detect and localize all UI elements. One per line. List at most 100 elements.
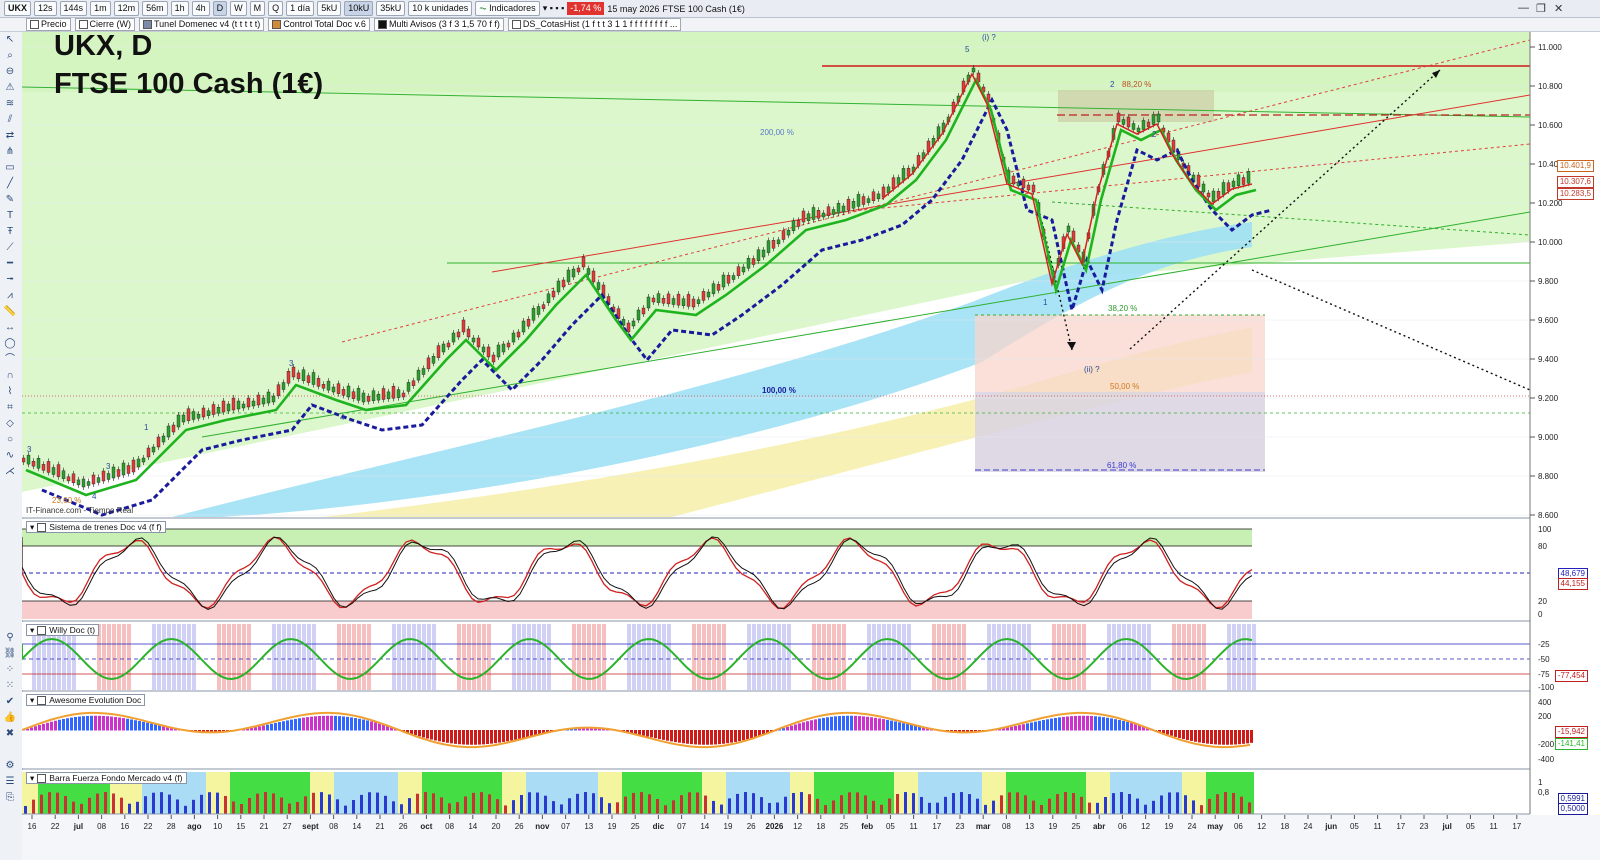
timeframe-1h[interactable]: 1h bbox=[170, 1, 189, 16]
awesome-bar bbox=[882, 719, 885, 731]
lock-icon[interactable]: ⚲ bbox=[6, 632, 14, 643]
trendline-icon[interactable]: ⟋ bbox=[6, 242, 14, 253]
barra-bg-block bbox=[1246, 772, 1254, 814]
dots-icon[interactable]: ⁘ bbox=[5, 664, 15, 675]
willy-bar bbox=[427, 624, 431, 690]
minimize-icon[interactable]: — bbox=[1518, 2, 1529, 14]
time-tick-label: dic bbox=[653, 822, 665, 831]
timeframe-q[interactable]: Q bbox=[268, 1, 284, 16]
barra-bg-block bbox=[118, 772, 126, 814]
chart-area[interactable]: (i) ? (ii) ? 200,00 % 100,00 % 88,20 % 3… bbox=[21, 30, 1600, 860]
ray-icon[interactable]: ╼ bbox=[6, 274, 14, 285]
gann-icon[interactable]: ⌗ bbox=[7, 402, 13, 413]
ruler-icon[interactable]: 📏 bbox=[3, 306, 17, 317]
chart-canvas[interactable]: (i) ? (ii) ? 200,00 % 100,00 % 88,20 % 3… bbox=[21, 32, 1600, 860]
timeframe-m[interactable]: M bbox=[249, 1, 266, 16]
indicator-tag-cotashist[interactable]: DS_CotasHist (1 f t t 3 1 1 f f f f f f … bbox=[507, 18, 682, 31]
panel-title-awesome[interactable]: ▾ Awesome Evolution Doc bbox=[26, 694, 146, 706]
indicators-button[interactable]: ⏦ Indicadores bbox=[475, 1, 540, 16]
zoom-out-icon[interactable]: ⊖ bbox=[5, 66, 15, 77]
barra-bg-block bbox=[126, 772, 134, 814]
panel-collapse-icon[interactable]: ▾ bbox=[30, 695, 35, 705]
check-icon[interactable]: ✔ bbox=[5, 696, 15, 707]
delete-icon[interactable]: ✖ bbox=[5, 728, 15, 739]
time-axis-bg[interactable] bbox=[22, 815, 1600, 860]
timeframe-12m[interactable]: 12m bbox=[113, 1, 140, 16]
more-icon[interactable]: ▾ ▪ ▪ ▪ bbox=[542, 3, 565, 13]
measure-icon[interactable]: ↔ bbox=[5, 322, 15, 333]
timeframe-w[interactable]: W bbox=[230, 1, 247, 16]
channel-icon[interactable]: ⫽ bbox=[7, 114, 13, 125]
candle-body bbox=[791, 220, 796, 231]
fan-icon[interactable]: ⋌ bbox=[5, 466, 15, 477]
panel-collapse-icon[interactable]: ▾ bbox=[30, 625, 35, 635]
candle-body bbox=[441, 343, 446, 353]
candle-body bbox=[671, 298, 676, 305]
parallel-icon[interactable]: ⩘ bbox=[7, 290, 13, 301]
text-icon[interactable]: T bbox=[6, 210, 14, 221]
awesome-bar bbox=[1058, 717, 1061, 731]
time-tick-label: 11 bbox=[1373, 822, 1382, 831]
barra-bar bbox=[560, 804, 563, 814]
close-icon[interactable]: ✕ bbox=[1554, 3, 1564, 15]
timeframe-d[interactable]: D bbox=[212, 1, 228, 16]
cycle-icon[interactable]: ⌒ bbox=[5, 354, 15, 365]
magnet-icon[interactable]: ∩ bbox=[6, 370, 14, 381]
rectangle-icon[interactable]: ▭ bbox=[5, 162, 15, 173]
willy-bar bbox=[1002, 624, 1006, 690]
indicator-tag-control-total[interactable]: Control Total Doc v.6 bbox=[268, 18, 370, 31]
awesome-bar bbox=[1034, 721, 1037, 731]
panel-title-willy[interactable]: ▾ Willy Doc (t) bbox=[26, 624, 100, 636]
grid-icon[interactable]: ⁙ bbox=[5, 680, 15, 691]
indicator-tag-precio[interactable]: Precio bbox=[26, 18, 71, 31]
brush-icon[interactable]: ⌇ bbox=[7, 386, 13, 397]
fib-100-label: 100,00 % bbox=[762, 386, 796, 395]
tick-mode-5ku[interactable]: 5kU bbox=[317, 1, 342, 16]
wave-icon[interactable]: ∿ bbox=[5, 450, 15, 461]
candle-body bbox=[686, 294, 691, 307]
link-icon[interactable]: ⛓ bbox=[3, 648, 17, 659]
arrow-icon[interactable]: ⇄ bbox=[5, 130, 15, 141]
layers-icon[interactable]: ☰ bbox=[5, 776, 15, 787]
awesome-bar bbox=[282, 721, 285, 731]
candle-body bbox=[1076, 244, 1081, 253]
pencil-icon[interactable]: ✎ bbox=[5, 194, 15, 205]
period-selector[interactable]: 1 día bbox=[286, 1, 315, 16]
timeframe-12s[interactable]: 12s bbox=[34, 1, 57, 16]
bell-icon[interactable]: ⚠ bbox=[5, 82, 15, 93]
barra-bg-block bbox=[782, 772, 790, 814]
timeframe-56m[interactable]: 56m bbox=[142, 1, 168, 16]
cursor-icon[interactable]: ↖ bbox=[5, 34, 15, 45]
line-icon[interactable]: ╱ bbox=[6, 178, 14, 189]
panel-title-barra[interactable]: ▾ Barra Fuerza Fondo Mercado v4 (f) bbox=[26, 772, 187, 784]
pitchfork-icon[interactable]: ⋔ bbox=[5, 146, 15, 157]
circle-icon[interactable]: ○ bbox=[6, 434, 14, 445]
barra-bg-block bbox=[702, 772, 710, 814]
panel-collapse-icon[interactable]: ▾ bbox=[30, 773, 35, 783]
restore-icon[interactable]: ❐ bbox=[1536, 3, 1546, 15]
copy-icon[interactable]: ⎘ bbox=[6, 792, 14, 803]
awesome-bar bbox=[306, 717, 309, 731]
fib-icon[interactable]: ≋ bbox=[5, 98, 15, 109]
indicator-tag-multi-avisos[interactable]: Multi Avisos (3 f 3 1,5 70 f f) bbox=[373, 18, 504, 31]
text-box-icon[interactable]: Ŧ bbox=[6, 226, 14, 237]
indicator-tag-tunel[interactable]: Tunel Domenec v4 (t t t t t) bbox=[139, 18, 265, 31]
thumbs-up-icon[interactable]: 👍 bbox=[3, 712, 17, 723]
indicator-tag-cierre[interactable]: Cierre (W) bbox=[74, 18, 136, 31]
candle-body bbox=[261, 397, 266, 405]
shape-icon[interactable]: ◇ bbox=[6, 418, 14, 429]
timeframe-1m[interactable]: 1m bbox=[90, 1, 111, 16]
settings-icon[interactable]: ⚙ bbox=[5, 760, 15, 771]
zoom-icon[interactable]: ⌕ bbox=[7, 50, 13, 61]
timeframe-144s[interactable]: 144s bbox=[59, 1, 88, 16]
panel-title-trains[interactable]: ▾ Sistema de trenes Doc v4 (f f) bbox=[26, 521, 166, 533]
units-selector[interactable]: 10 k unidades bbox=[408, 1, 473, 16]
tick-mode-10ku[interactable]: 10kU bbox=[344, 1, 374, 16]
tick-mode-35ku[interactable]: 35kU bbox=[376, 1, 406, 16]
timeframe-4h[interactable]: 4h bbox=[191, 1, 210, 16]
panel-collapse-icon[interactable]: ▾ bbox=[30, 522, 35, 532]
symbol-selector[interactable]: UKX bbox=[4, 1, 32, 16]
hline-icon[interactable]: ━ bbox=[6, 258, 14, 269]
ellipse-icon[interactable]: ◯ bbox=[4, 338, 16, 349]
barra-bg-block bbox=[110, 772, 118, 814]
